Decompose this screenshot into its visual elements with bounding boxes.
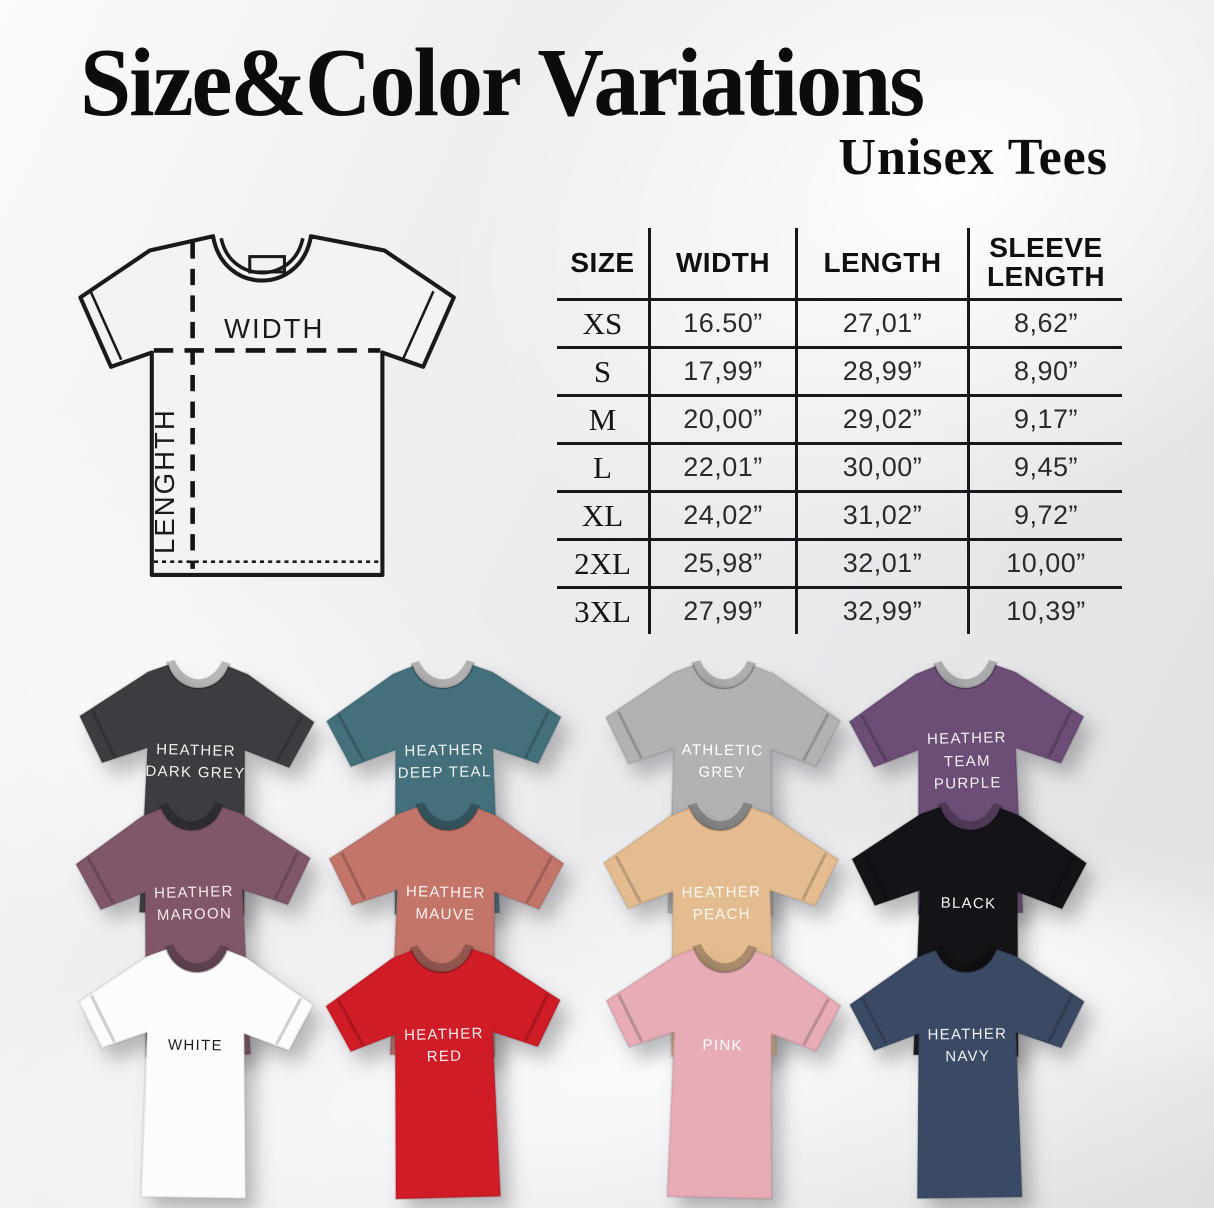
table-cell-sleeve: 10,39” bbox=[970, 586, 1122, 634]
table-cell-sleeve: 9,45” bbox=[970, 442, 1122, 490]
page-title: Size&Color Variations bbox=[80, 28, 925, 137]
table-cell-width: 24,02” bbox=[651, 490, 798, 538]
table-cell-width: 27,99” bbox=[651, 586, 798, 634]
table-cell-size: XL bbox=[557, 490, 651, 538]
table-cell-length: 29,02” bbox=[798, 394, 970, 442]
length-label: LENGHTH bbox=[149, 408, 180, 554]
column-header-width: WIDTH bbox=[651, 228, 798, 298]
width-label: WIDTH bbox=[224, 313, 324, 344]
sleeve-cuff-lines bbox=[89, 290, 435, 361]
table-cell-size: 3XL bbox=[557, 586, 651, 634]
neck-tag bbox=[248, 255, 286, 274]
column-header-size: SIZE bbox=[557, 228, 651, 298]
table-cell-sleeve: 8,62” bbox=[970, 298, 1122, 346]
page-subtitle: Unisex Tees bbox=[838, 129, 1108, 186]
shirt-swatch-pink: PINK bbox=[594, 929, 850, 1208]
shirt-swatch-white: WHITE bbox=[68, 930, 322, 1208]
table-cell-width: 20,00” bbox=[651, 394, 798, 442]
table-cell-length: 32,99” bbox=[798, 586, 970, 634]
table-cell-sleeve: 9,17” bbox=[970, 394, 1122, 442]
table-cell-sleeve: 10,00” bbox=[970, 538, 1122, 586]
shirt-color-label: WHITE bbox=[167, 1036, 223, 1055]
table-cell-size: L bbox=[557, 442, 651, 490]
table-cell-length: 28,99” bbox=[798, 346, 970, 394]
shirt-color-label: HEATHER RED bbox=[403, 1024, 484, 1066]
table-cell-length: 27,01” bbox=[798, 298, 970, 346]
column-header-length: LENGTH bbox=[798, 228, 970, 298]
tee-measurement-diagram: WIDTH LENGHTH bbox=[78, 234, 456, 577]
column-header-sleeve-length: SLEEVE LENGTH bbox=[986, 232, 1106, 292]
size-chart-table: SIZE WIDTH LENGTH SLEEVE LENGTH XS 16.50… bbox=[557, 228, 1122, 634]
shirt-swatch-heather-red: HEATHER RED bbox=[316, 929, 573, 1208]
shirt-color-label: PINK bbox=[702, 1036, 743, 1055]
table-cell-size: M bbox=[557, 394, 651, 442]
table-cell-width: 16.50” bbox=[651, 298, 798, 346]
table-cell-width: 25,98” bbox=[651, 538, 798, 586]
table-cell-length: 30,00” bbox=[798, 442, 970, 490]
table-cell-sleeve: 8,90” bbox=[970, 346, 1122, 394]
table-cell-length: 32,01” bbox=[798, 538, 970, 586]
tee-outline bbox=[78, 234, 456, 577]
shirt-swatch-heather-navy: HEATHER NAVY bbox=[841, 930, 1095, 1208]
table-cell-size: XS bbox=[557, 298, 651, 346]
table-cell-length: 31,02” bbox=[798, 490, 970, 538]
table-cell-width: 22,01” bbox=[651, 442, 798, 490]
table-cell-width: 17,99” bbox=[651, 346, 798, 394]
table-cell-sleeve: 9,72” bbox=[970, 490, 1122, 538]
table-cell-size: 2XL bbox=[557, 538, 651, 586]
table-cell-size: S bbox=[557, 346, 651, 394]
shirt-color-label: HEATHER NAVY bbox=[927, 1024, 1008, 1066]
